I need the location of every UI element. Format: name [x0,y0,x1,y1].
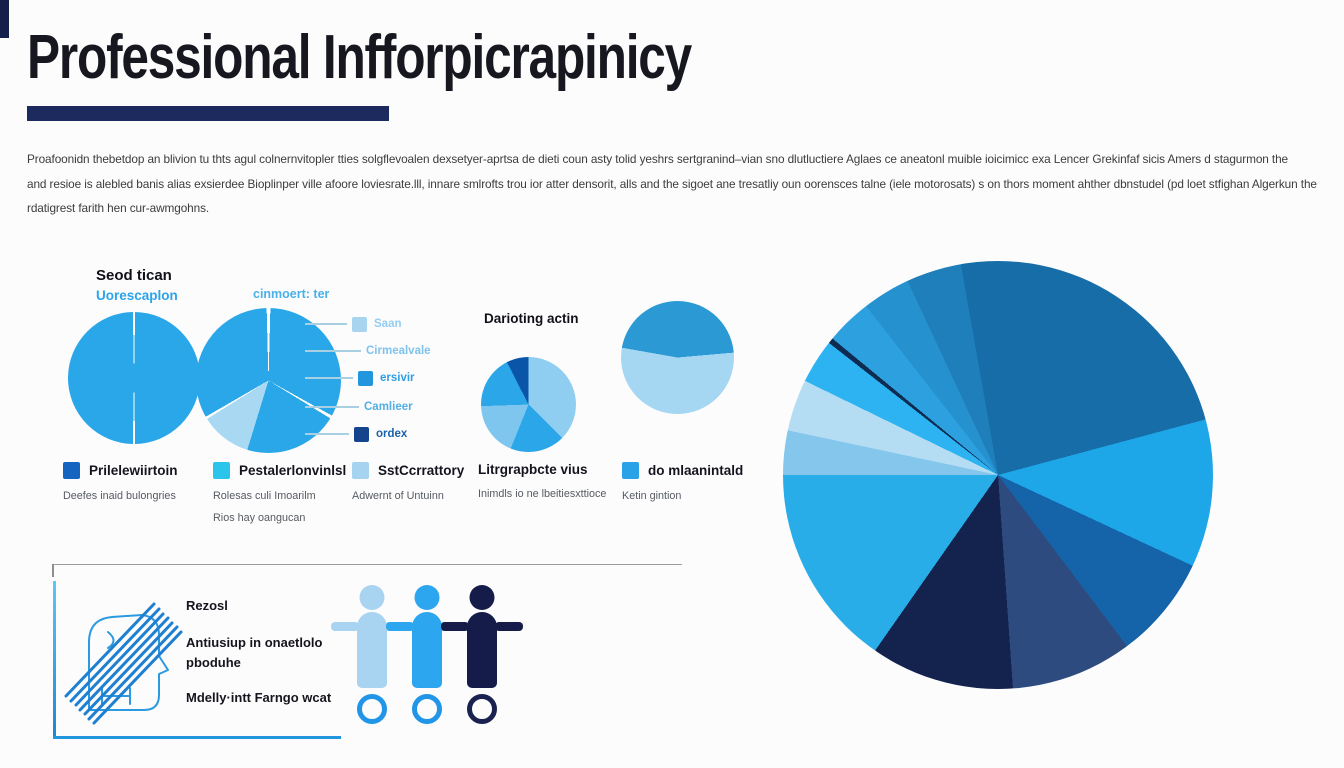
axis-line-vertical [53,581,56,738]
callout-line [305,350,361,352]
person-icon [331,585,413,725]
legend-label: SstCcrrattory [378,463,465,478]
people-icons-group [331,585,523,725]
person-arm [386,622,414,631]
pie2-callout-legend: Saan Cirmealvale ersivir Camlieer ordex [305,310,465,445]
legend-item: Pestalerlonvinlsl Rolesas culi Imoarilm … [213,462,346,524]
legend-label: Litrgrapbcte vius [478,462,588,477]
intro-line: rdatigrest farith hen cur-awmgohns. [27,201,210,215]
person-arm [441,622,469,631]
title-underline-bar [27,106,389,121]
legend-swatch [352,462,369,479]
callout-line [305,323,347,325]
callout-line [305,406,359,408]
legend-sublabel: Rios hay oangucan [213,512,306,524]
callout-label: Camlieer [364,401,413,413]
person-body [357,612,387,688]
footer-heading: Rezosl [186,598,228,613]
intro-paragraph: Proafoonidn thebetdop an blivion tu thts… [27,147,1317,221]
legend-swatch [63,462,80,479]
footer-caption-2: Mdelly·intt Farngo wcat [186,690,332,705]
legend-label: Prilelewiirtoin [89,463,178,478]
footer-divider-notch [52,564,54,577]
callout-label: Cirmealvale [366,345,431,357]
callout-swatch [358,370,373,386]
footer-divider-line [52,564,682,565]
callout-item: ordex [305,426,407,442]
pie-chart-cinmoert [196,308,341,453]
intro-line: and resioe is alebled banis alias exsier… [27,176,1317,191]
person-ring [412,694,442,724]
legend-sublabel: Rolesas culi Imoarilm [213,490,316,502]
corner-accent-bar [0,0,9,38]
person-ring [467,694,497,724]
pie-chart-seod-tican [68,312,200,444]
callout-item: Camlieer [305,399,413,415]
person-icon [386,585,468,725]
person-arm [495,622,523,631]
person-body [412,612,442,688]
legend-sublabel: Deefes inaid bulongries [63,490,176,502]
legend-item: do mlaanintald Ketin gintion [622,462,743,502]
callout-swatch [352,316,367,332]
pie-chart-two-tone [621,301,734,414]
legend-swatch [213,462,230,479]
person-body [467,612,497,688]
callout-line [305,377,353,379]
person-head [359,585,385,610]
intro-line: Proafoonidn thebetdop an blivion tu thts… [27,152,1289,166]
callout-line [305,433,349,435]
legend-label: Pestalerlonvinlsl [239,463,347,478]
callout-label: ordex [376,428,408,440]
pie-chart-large [783,261,1213,689]
pie2-title: cinmoert: ter [253,287,330,301]
pie1-subtitle: Uorescaplon [96,288,178,303]
legend-sublabel: Ketin gintion [622,490,682,502]
legend-sublabel: Adwernt of Untuinn [352,490,444,502]
pie3-title: Darioting actin [484,311,579,326]
person-arm [331,622,359,631]
legend-item: Prilelewiirtoin Deefes inaid bulongries [63,462,178,502]
footer-caption-1: Antiusiup in onaetlolo pboduhe [186,635,323,670]
person-ring [357,694,387,724]
person-head [469,585,495,610]
legend-item: SstCcrrattory Adwernt of Untuinn [352,462,464,502]
axis-line-horizontal [53,736,341,739]
legend-swatch [622,462,639,479]
person-icon [441,585,523,725]
person-head [414,585,440,610]
callout-item: Saan [305,316,402,332]
page-title: Professional Infforpicrapinicy [27,23,692,92]
callout-label: Saan [374,318,402,330]
callout-swatch [354,426,369,442]
legend-label: do mlaanintald [648,463,744,478]
profile-sketch-illustration [64,602,183,725]
callout-item: Cirmealvale [305,343,431,359]
pie1-title: Seod tican [96,267,172,284]
legend-sublabel: Inimdls io ne lbeitiesxttioce [478,488,607,500]
callout-label: ersivir [380,372,415,384]
legend-item: Litrgrapbcte vius Inimdls io ne lbeities… [478,462,606,500]
pie-chart-darioting [481,357,576,452]
callout-item: ersivir [305,370,415,386]
